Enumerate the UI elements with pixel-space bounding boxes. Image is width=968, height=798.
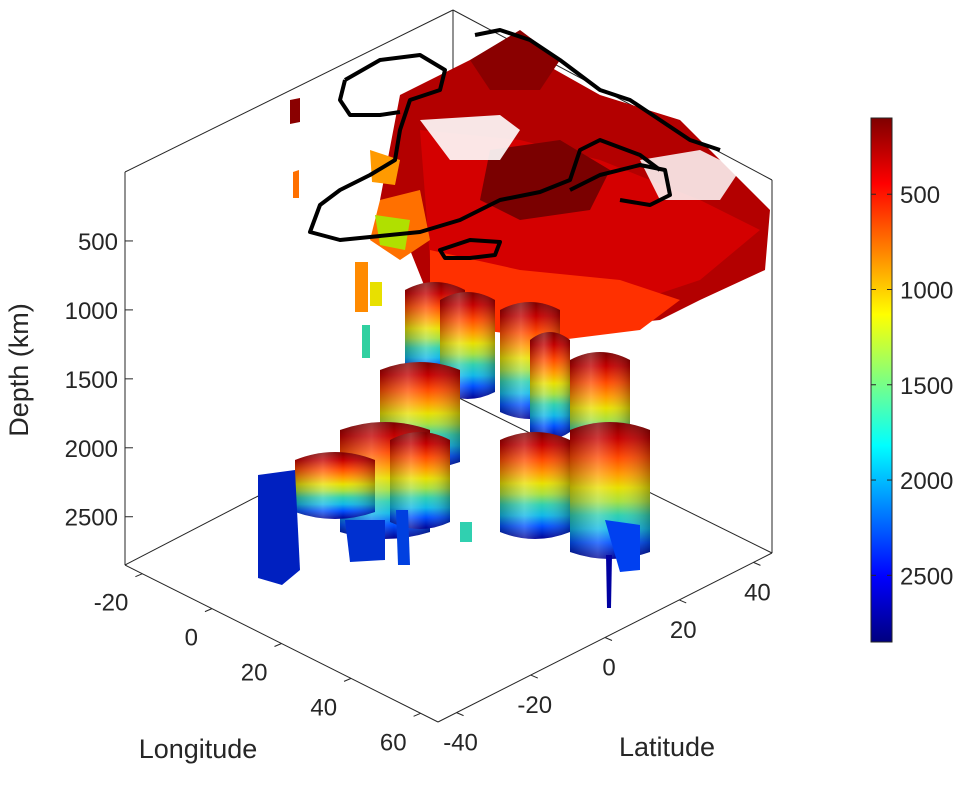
longitude-tick-label: -20 (94, 590, 129, 617)
isosurface-column (390, 432, 450, 529)
longitude-axis-label: Longitude (139, 734, 258, 764)
box-edge (124, 9, 454, 173)
longitude-tick-label: 20 (241, 660, 268, 687)
colorbar-tick-label: 2000 (900, 468, 953, 495)
depth-tick-label: 2500 (65, 505, 118, 532)
longitude-tick-label: 0 (185, 625, 198, 652)
colorbar-tick-label: 2500 (900, 563, 953, 590)
colorbar: 500 1000 1500 2000 2500 (870, 117, 953, 643)
coastline-overlay (308, 28, 721, 260)
depth-tick-label: 500 (78, 229, 118, 256)
coastline-outline (338, 79, 401, 117)
latitude-axis-label: Latitude (619, 732, 715, 762)
latitude-tick-label: 0 (602, 655, 615, 682)
colorbar-tick-label: 500 (900, 182, 940, 209)
latitude-tick-label: -20 (517, 692, 552, 719)
longitude-tick (413, 712, 421, 717)
coastline-outline (569, 163, 672, 207)
longitude-axis: -20 0 20 40 60 (94, 573, 421, 756)
isosurface-column (530, 332, 570, 439)
colorbar-ticks: 500 1000 1500 2000 2500 (871, 182, 953, 590)
depth-axis-label: Depth (km) (4, 303, 34, 437)
depth-tick-label: 1500 (65, 367, 118, 394)
latitude-tick-label: -40 (443, 730, 478, 757)
colorbar-scale (870, 117, 893, 643)
coastline-outline (308, 53, 662, 242)
latitude-tick-label: 20 (670, 617, 697, 644)
lower-mantle-roots (258, 98, 640, 608)
longitude-tick-label: 40 (310, 694, 337, 721)
latitude-tick-label: 40 (744, 579, 771, 606)
longitude-tick (343, 677, 352, 682)
depth-tick-label: 1000 (65, 298, 118, 325)
colorbar-tick-label: 1500 (900, 373, 953, 400)
coastline-outline (474, 28, 721, 152)
latitude-tick (679, 599, 687, 604)
depth-tick-label: 2000 (65, 436, 118, 463)
longitude-tick (135, 573, 143, 578)
longitude-tick-label: 60 (380, 729, 407, 756)
isosurface-volume (258, 30, 770, 608)
latitude-tick (456, 712, 464, 717)
latitude-tick (753, 561, 761, 566)
isosurface-column (500, 432, 570, 539)
latitude-tick (530, 674, 538, 679)
isosurface-column (295, 452, 375, 519)
depth-axis: 500 1000 1500 2000 2500 (65, 229, 133, 532)
longitude-tick (274, 643, 282, 647)
latitude-axis: -40 -20 0 20 40 (443, 561, 771, 757)
longitude-tick (204, 608, 213, 613)
latitude-tick (604, 637, 613, 641)
colorbar-tick-label: 1000 (900, 277, 953, 304)
coastline-outline (438, 238, 502, 260)
